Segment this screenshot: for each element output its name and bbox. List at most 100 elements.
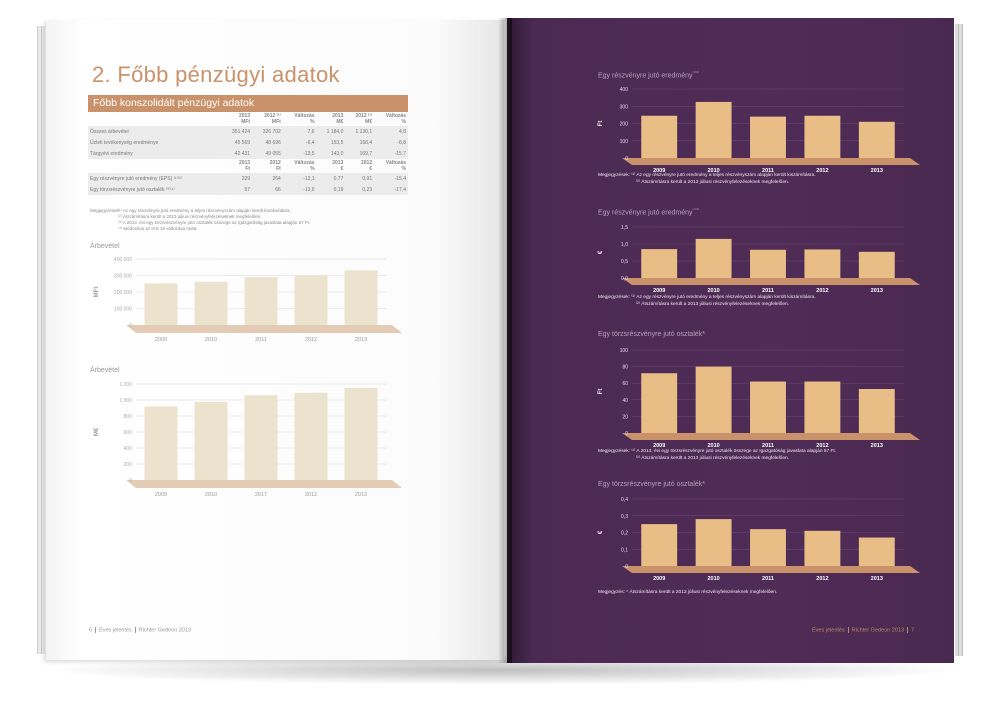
chart-floor <box>622 278 920 285</box>
dividend-huf-chart: 0 20 40 60 80 100 Ft 2009 2010 2011 2012 2013 <box>598 348 920 449</box>
x-tick-label: 2012 <box>816 576 828 582</box>
y-tick-label: 80 <box>622 365 628 371</box>
y-tick-label: 100 <box>620 348 629 354</box>
x-tick-label: 2010 <box>205 337 217 343</box>
report-name: Éves jelentés <box>812 627 845 634</box>
bar <box>804 530 841 566</box>
bar <box>144 406 178 480</box>
chart-notes: Megjegyzések: ⁽¹⁾ Az egy részvényre jutó… <box>598 295 816 307</box>
y-tick-label: 600 <box>124 430 133 436</box>
y-tick-label: 400 <box>620 87 629 93</box>
x-tick-label: 2009 <box>155 337 167 343</box>
bar <box>641 373 678 433</box>
bar <box>194 402 228 480</box>
y-tick-label: 0,5 <box>621 259 628 265</box>
y-tick-label: 0 <box>129 323 132 329</box>
bar <box>641 524 678 566</box>
table-cell: 169,7 <box>345 148 375 159</box>
column-header: 2012 ⁽¹⁾ MFt <box>264 113 281 125</box>
table-row: Üzleti tevékenység eredménye 45 569 48 696… <box>88 137 408 148</box>
table-header-row: 2013 Ft 2012 Ft Változás% 2013 € 2012 € Változás% <box>88 159 408 173</box>
y-tick-label: 300 000 <box>114 274 132 280</box>
table-cell: 1 184,0 <box>316 126 346 137</box>
page-edge <box>37 26 41 654</box>
page-number: 7 <box>911 627 915 634</box>
y-axis-label: M€ <box>94 427 100 436</box>
bar <box>804 249 841 278</box>
table-cell: 45 569 <box>221 137 253 148</box>
chart-floor <box>622 158 920 165</box>
x-tick-label: 2010 <box>707 576 719 582</box>
y-tick-label: 60 <box>622 381 628 387</box>
bar <box>858 121 895 158</box>
table-cell: 66 <box>252 184 283 195</box>
bar <box>244 395 278 480</box>
y-axis-label: MFt <box>94 287 100 298</box>
page-edge <box>41 26 45 654</box>
table-cell: -13,5 <box>282 148 317 159</box>
chart-title: Árbevétel <box>90 367 120 374</box>
chart-notes: Megjegyzés: * Átszámításra került a 2013… <box>598 590 778 595</box>
column-header: Változás% <box>385 113 406 125</box>
x-tick-label: 2011 <box>255 337 267 343</box>
y-tick-label: 100 <box>620 139 629 145</box>
dividend-eur-chart: 0 0,1 0,2 0,3 0,4 €2009 2010 2011 2012 2013 <box>598 497 920 582</box>
table-cell: 7,6 <box>282 126 317 137</box>
bar <box>858 251 895 278</box>
table-cell: 0,19 <box>316 184 346 195</box>
chart-title: Egy törzsrészvényre jutó osztalék* <box>598 331 705 338</box>
bar <box>294 392 328 480</box>
x-tick-label: 2013 <box>871 168 883 174</box>
y-tick-label: 0,3 <box>621 514 628 520</box>
company-year: Richter Gedeon 2013 <box>851 627 905 634</box>
chart-title: Egy részvényre jutó eredmény⁽¹⁾⁽²⁾ <box>598 70 700 80</box>
y-tick-label: 0 <box>625 564 628 570</box>
bar <box>194 281 228 325</box>
note-line: ⁽³⁾ A 2013. évi egy törzsrészvényre jutó… <box>118 220 311 225</box>
table-header-row: 2013 MFt 2012 ⁽¹⁾ MFt Változás% 2013 M€ 2012 ⁽¹… <box>88 112 408 126</box>
x-tick-label: 2012 <box>305 492 317 498</box>
chart-floor <box>622 566 920 573</box>
table-cell: 48 696 <box>252 137 283 148</box>
x-tick-label: 2012 <box>305 337 317 343</box>
x-tick-label: 2009 <box>155 492 167 498</box>
y-tick-label: 1 200 <box>119 382 132 388</box>
column-header: 2013 Ft <box>238 160 251 172</box>
x-tick-label: 2012 <box>816 168 828 174</box>
y-tick-label: 400 000 <box>114 257 132 263</box>
report-name: Éves jelentés <box>99 627 132 634</box>
x-tick-label: 2011 <box>762 168 774 174</box>
page-edge <box>959 24 963 656</box>
x-tick-label: 2013 <box>871 576 883 582</box>
bar <box>750 116 786 158</box>
y-axis-label: Ft <box>598 121 604 127</box>
x-tick-label: 2010 <box>707 168 719 174</box>
y-tick-label: 40 <box>622 398 628 404</box>
table-cell: -6,4 <box>282 137 317 148</box>
x-tick-label: 2013 <box>355 492 367 498</box>
y-axis-label: € <box>598 250 604 254</box>
table-cell: 351 424 <box>221 126 253 137</box>
table-cell: 4,8 <box>374 126 408 137</box>
x-tick-label: 2010 <box>707 288 719 294</box>
table-row: Összes árbevétel 351 424 326 702 7,6 1 184,0… <box>88 126 408 137</box>
x-tick-label: 2012 <box>816 288 828 294</box>
y-tick-label: 1,0 <box>621 242 628 248</box>
chart-title: Egy törzsrészvényre jutó osztalék* <box>598 481 705 488</box>
table-cell: 42 431 <box>221 148 253 159</box>
bar <box>858 389 895 433</box>
y-axis-label: Ft <box>598 389 604 395</box>
x-tick-label: 2009 <box>653 288 665 294</box>
table-cell: 1 130,1 <box>345 126 375 137</box>
y-tick-label: 200 <box>620 122 629 128</box>
row-label: Üzleti tevékenység eredménye <box>88 137 222 148</box>
revenue-eur-chart: 0 200 400 600 800 1 000 1 200 M€ 2009 2010 2017 201… <box>94 382 402 498</box>
table-cell: 153,5 <box>316 137 346 148</box>
y-tick-label: 200 <box>124 462 133 468</box>
table-cell: -17,4 <box>374 184 408 195</box>
notes-label: Megjegyzések: <box>90 208 121 213</box>
bar <box>695 519 732 566</box>
x-tick-label: 2017 <box>255 492 267 498</box>
x-tick-label: 2011 <box>762 288 774 294</box>
